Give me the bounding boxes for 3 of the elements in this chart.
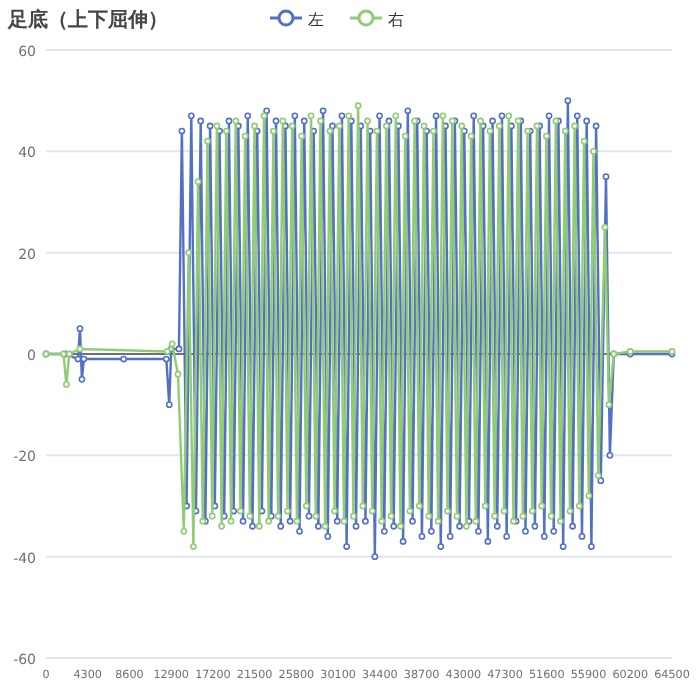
legend-label: 左 xyxy=(308,11,324,29)
legend-label: 右 xyxy=(388,11,404,29)
chart-title: 足底（上下屈伸） xyxy=(6,8,168,32)
